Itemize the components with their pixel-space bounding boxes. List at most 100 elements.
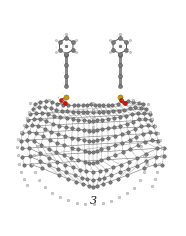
Point: [133, 154, 136, 158]
Point: [122, 45, 125, 49]
Point: [61, 132, 64, 135]
Point: [36, 156, 39, 160]
Point: [151, 117, 154, 121]
Point: [106, 146, 109, 149]
Point: [148, 136, 151, 139]
Point: [155, 160, 158, 164]
Point: [43, 127, 46, 131]
Point: [35, 144, 38, 148]
Point: [127, 37, 130, 41]
Point: [89, 108, 92, 112]
Point: [44, 105, 46, 109]
Point: [63, 42, 66, 46]
Point: [70, 136, 73, 140]
Point: [35, 111, 38, 115]
Point: [62, 168, 65, 172]
Point: [106, 177, 109, 181]
Point: [158, 152, 161, 156]
Point: [140, 109, 143, 113]
Point: [79, 168, 82, 172]
Point: [112, 109, 115, 113]
Point: [65, 74, 68, 77]
Point: [30, 151, 33, 155]
Point: [142, 157, 145, 160]
Point: [94, 108, 97, 112]
Point: [81, 200, 84, 204]
Point: [68, 37, 71, 41]
Point: [144, 121, 147, 125]
Point: [124, 114, 127, 118]
Point: [41, 135, 44, 138]
Point: [116, 42, 119, 46]
Point: [112, 48, 115, 52]
Point: [145, 159, 148, 163]
Point: [14, 143, 17, 147]
Point: [152, 124, 155, 128]
Point: [51, 191, 54, 195]
Point: [82, 111, 85, 114]
Point: [115, 91, 118, 95]
Point: [83, 138, 86, 142]
Point: [39, 152, 42, 155]
Point: [60, 151, 63, 155]
Point: [147, 115, 150, 119]
Point: [18, 144, 21, 148]
Point: [122, 112, 125, 115]
Point: [92, 161, 94, 164]
Point: [158, 144, 161, 148]
Point: [22, 163, 25, 166]
Point: [83, 149, 86, 152]
Point: [85, 181, 88, 185]
Point: [134, 141, 137, 145]
Point: [79, 108, 82, 112]
Point: [28, 121, 31, 125]
Point: [55, 45, 58, 49]
Point: [72, 110, 75, 114]
Point: [103, 176, 106, 180]
Point: [54, 164, 57, 168]
Point: [162, 155, 165, 158]
Point: [128, 138, 131, 142]
Point: [152, 152, 155, 156]
Point: [63, 174, 66, 178]
Point: [143, 140, 146, 143]
Point: [66, 177, 69, 181]
Point: [53, 139, 56, 142]
Point: [100, 137, 103, 141]
Point: [90, 106, 93, 110]
Point: [86, 177, 89, 181]
Point: [93, 157, 96, 161]
Point: [95, 184, 98, 188]
Point: [95, 118, 98, 122]
Point: [159, 154, 162, 158]
Point: [120, 132, 123, 136]
Point: [24, 114, 27, 118]
Point: [142, 154, 145, 158]
Point: [81, 157, 84, 161]
Point: [65, 84, 68, 88]
Point: [104, 101, 107, 105]
Point: [38, 159, 41, 163]
Point: [131, 120, 134, 124]
Point: [56, 95, 59, 99]
Point: [16, 160, 19, 164]
Point: [129, 117, 132, 121]
Point: [58, 100, 61, 104]
Point: [74, 145, 77, 149]
Point: [55, 37, 58, 41]
Point: [46, 104, 49, 108]
Point: [148, 112, 151, 116]
Point: [21, 155, 24, 159]
Point: [93, 126, 96, 129]
Point: [20, 147, 23, 150]
Point: [25, 116, 28, 120]
Point: [124, 101, 127, 105]
Point: [115, 50, 118, 54]
Point: [134, 105, 137, 109]
Point: [117, 160, 120, 164]
Point: [112, 116, 115, 120]
Point: [36, 115, 39, 118]
Point: [52, 105, 55, 109]
Point: [20, 175, 23, 179]
Point: [32, 153, 35, 157]
